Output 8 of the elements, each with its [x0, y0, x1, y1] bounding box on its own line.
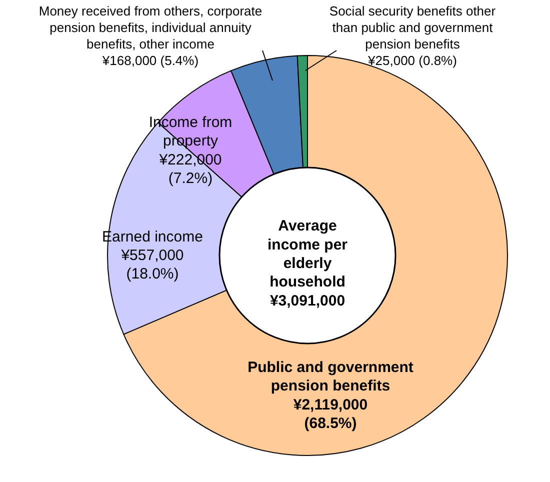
- data-label: ¥557,000 (18.0%): [120, 247, 184, 283]
- data-label: ¥168,000 (5.4%): [101, 52, 199, 68]
- slice-label: Social security benefits other than public and government pension benefits: [329, 3, 496, 52]
- slice-label: Public and government pension benefits: [248, 358, 414, 395]
- data-label: ¥2,119,000 (68.5%): [293, 396, 368, 432]
- data-label: ¥25,000 (0.8%): [367, 52, 457, 68]
- text: Average income per elderly household ¥3,091,000: [267, 218, 348, 310]
- slice-label: Money received from others, corporate pension benefits, individual annuity benefits, other income: [38, 3, 262, 52]
